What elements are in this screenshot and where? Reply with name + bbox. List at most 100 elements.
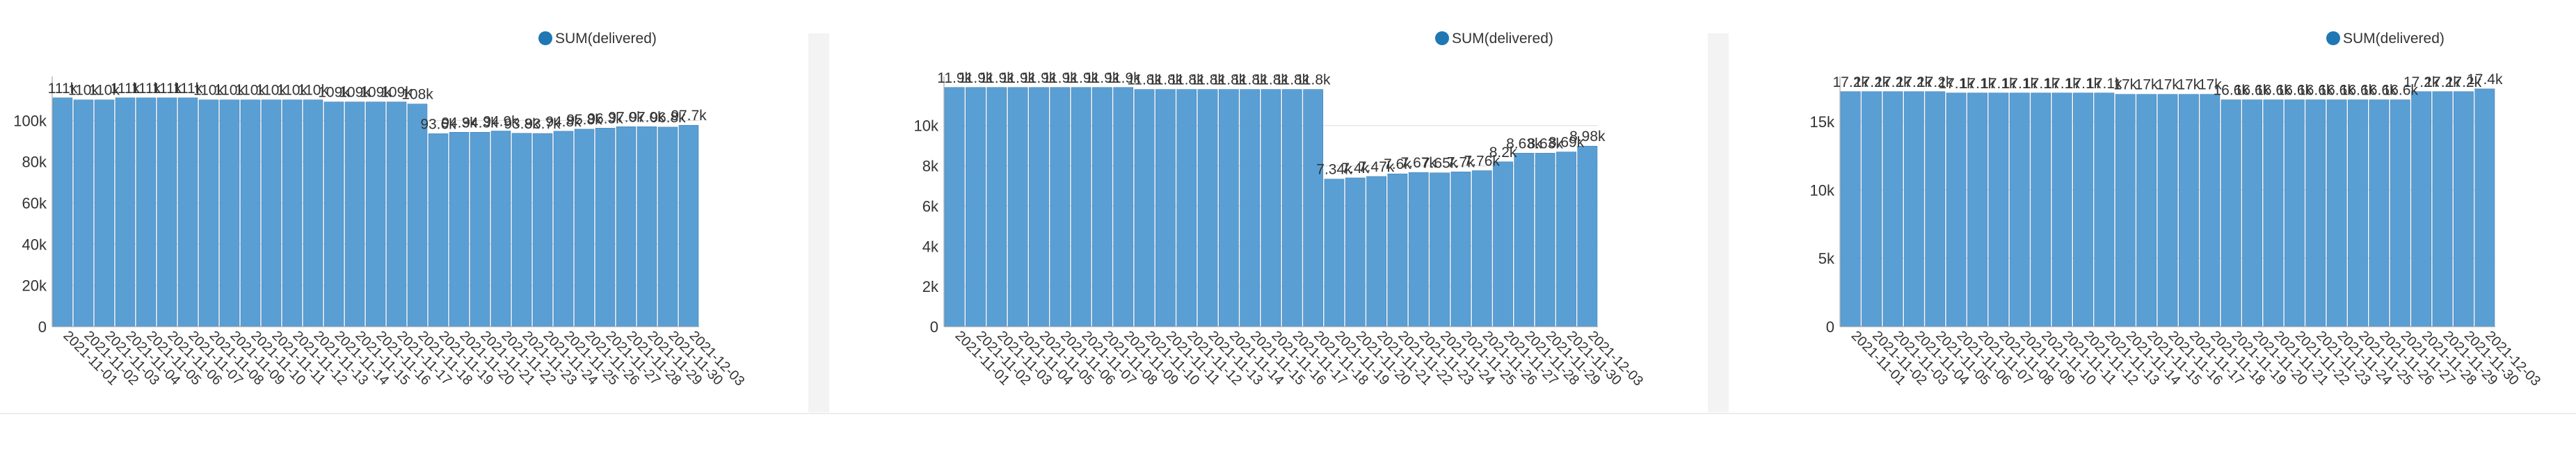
- legend[interactable]: SUM(delivered): [1435, 31, 1553, 47]
- bar[interactable]: [2474, 88, 2495, 327]
- bar[interactable]: [2157, 94, 2178, 327]
- bar[interactable]: [1113, 87, 1134, 327]
- bar[interactable]: [1862, 91, 1882, 327]
- bar[interactable]: [1840, 91, 1861, 327]
- bar[interactable]: [1345, 177, 1366, 327]
- bar[interactable]: [1092, 87, 1112, 327]
- bar[interactable]: [1430, 172, 1450, 327]
- bar[interactable]: [1493, 161, 1513, 327]
- bar[interactable]: [52, 97, 73, 327]
- bar[interactable]: [1197, 89, 1218, 327]
- bar[interactable]: [511, 133, 532, 327]
- legend[interactable]: SUM(delivered): [538, 31, 657, 47]
- bar[interactable]: [1408, 172, 1429, 327]
- bar[interactable]: [2200, 94, 2221, 327]
- bar[interactable]: [344, 101, 365, 327]
- legend[interactable]: SUM(delivered): [2326, 31, 2445, 47]
- bar[interactable]: [73, 99, 94, 327]
- bar[interactable]: [1471, 170, 1492, 327]
- bar[interactable]: [1903, 91, 1924, 327]
- bar[interactable]: [637, 126, 657, 327]
- bar-value-label: 17.1k: [1938, 76, 1974, 92]
- bar[interactable]: [1967, 92, 1987, 327]
- bar[interactable]: [1134, 89, 1155, 327]
- bar[interactable]: [1218, 89, 1239, 327]
- bar[interactable]: [407, 104, 428, 327]
- bar[interactable]: [2115, 94, 2136, 327]
- bar[interactable]: [1007, 87, 1028, 327]
- bar[interactable]: [657, 126, 678, 327]
- bar[interactable]: [1176, 89, 1197, 327]
- legend-label: SUM(delivered): [555, 31, 657, 47]
- bar[interactable]: [574, 129, 595, 327]
- bar[interactable]: [2031, 92, 2051, 327]
- bar[interactable]: [1882, 91, 1903, 327]
- bar[interactable]: [1050, 87, 1071, 327]
- bar[interactable]: [2263, 99, 2284, 327]
- bar[interactable]: [986, 87, 1007, 327]
- bar[interactable]: [532, 133, 553, 327]
- bar[interactable]: [1281, 89, 1302, 327]
- bar[interactable]: [2136, 94, 2157, 327]
- bar[interactable]: [365, 101, 386, 327]
- bar[interactable]: [966, 87, 986, 327]
- bar[interactable]: [2284, 99, 2305, 327]
- bar[interactable]: [2242, 99, 2262, 327]
- bar[interactable]: [1071, 87, 1091, 327]
- bar[interactable]: [157, 97, 177, 327]
- bar[interactable]: [1514, 153, 1535, 327]
- bar[interactable]: [282, 99, 303, 327]
- bar[interactable]: [2390, 99, 2410, 327]
- bar[interactable]: [2221, 99, 2241, 327]
- bar[interactable]: [261, 99, 282, 327]
- bar[interactable]: [2073, 92, 2093, 327]
- bar[interactable]: [1029, 87, 1049, 327]
- bar[interactable]: [1387, 173, 1408, 327]
- bar[interactable]: [553, 131, 574, 327]
- bar[interactable]: [2432, 91, 2453, 327]
- bar[interactable]: [177, 97, 198, 327]
- bar[interactable]: [470, 131, 490, 327]
- bar[interactable]: [1988, 92, 2009, 327]
- bar[interactable]: [2453, 91, 2474, 327]
- bar[interactable]: [2369, 99, 2390, 327]
- bar[interactable]: [136, 97, 157, 327]
- bar[interactable]: [2411, 91, 2432, 327]
- bar[interactable]: [2178, 94, 2199, 327]
- bar[interactable]: [240, 99, 261, 327]
- bar[interactable]: [944, 87, 965, 327]
- bar[interactable]: [1556, 152, 1576, 327]
- bar[interactable]: [1261, 89, 1281, 327]
- bar[interactable]: [2348, 99, 2368, 327]
- bar-value-label: 17.1k: [1981, 76, 2017, 92]
- bar[interactable]: [323, 101, 344, 327]
- bar[interactable]: [678, 124, 699, 327]
- bar[interactable]: [2009, 92, 2030, 327]
- bar[interactable]: [1925, 91, 1946, 327]
- bar[interactable]: [2094, 92, 2115, 327]
- bar[interactable]: [2326, 99, 2347, 327]
- bar[interactable]: [1946, 92, 1967, 327]
- bar[interactable]: [1155, 89, 1176, 327]
- bar[interactable]: [595, 128, 616, 327]
- bar[interactable]: [2051, 92, 2072, 327]
- bar[interactable]: [94, 99, 115, 327]
- bar[interactable]: [386, 101, 407, 327]
- bar-value-label: 109k: [360, 85, 392, 101]
- bar[interactable]: [1303, 89, 1324, 327]
- bar[interactable]: [1366, 176, 1387, 327]
- bar[interactable]: [1324, 179, 1345, 327]
- bar[interactable]: [490, 131, 511, 327]
- bar[interactable]: [198, 99, 219, 327]
- bar[interactable]: [1577, 145, 1598, 327]
- bar[interactable]: [1240, 89, 1261, 327]
- bar[interactable]: [1535, 153, 1555, 327]
- bar[interactable]: [115, 97, 136, 327]
- bar[interactable]: [449, 131, 470, 327]
- bar[interactable]: [616, 126, 637, 327]
- bar[interactable]: [1450, 171, 1471, 327]
- bar[interactable]: [219, 99, 240, 327]
- bar[interactable]: [303, 99, 323, 327]
- bar[interactable]: [2305, 99, 2326, 327]
- bar[interactable]: [428, 133, 449, 327]
